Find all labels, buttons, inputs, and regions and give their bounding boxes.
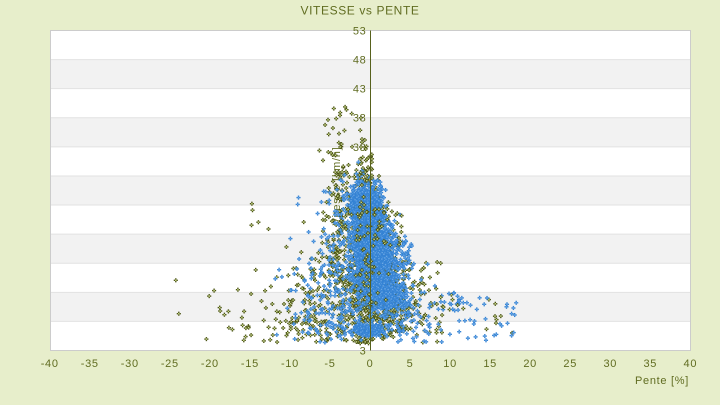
svg-text:-30: -30 <box>121 358 139 370</box>
svg-text:Pente [%]: Pente [%] <box>635 375 689 387</box>
svg-text:VITESSE vs PENTE: VITESSE vs PENTE <box>301 4 420 18</box>
svg-text:43: 43 <box>353 84 367 96</box>
svg-text:-35: -35 <box>81 358 99 370</box>
svg-text:3: 3 <box>360 345 367 357</box>
svg-text:-40: -40 <box>41 358 59 370</box>
svg-text:53: 53 <box>353 25 367 37</box>
svg-text:-5: -5 <box>324 358 335 370</box>
svg-text:15: 15 <box>483 358 497 370</box>
svg-text:48: 48 <box>353 54 367 66</box>
svg-text:-25: -25 <box>161 358 179 370</box>
svg-text:-10: -10 <box>281 358 299 370</box>
svg-text:20: 20 <box>523 358 537 370</box>
svg-text:10: 10 <box>443 358 457 370</box>
svg-text:25: 25 <box>563 358 577 370</box>
svg-text:38: 38 <box>353 113 367 125</box>
svg-text:30: 30 <box>603 358 617 370</box>
svg-text:33: 33 <box>353 142 367 154</box>
svg-text:-15: -15 <box>241 358 259 370</box>
svg-text:35: 35 <box>643 358 657 370</box>
svg-text:5: 5 <box>407 358 414 370</box>
svg-text:40: 40 <box>684 358 698 370</box>
svg-text:0: 0 <box>367 358 374 370</box>
svg-text:-20: -20 <box>201 358 219 370</box>
